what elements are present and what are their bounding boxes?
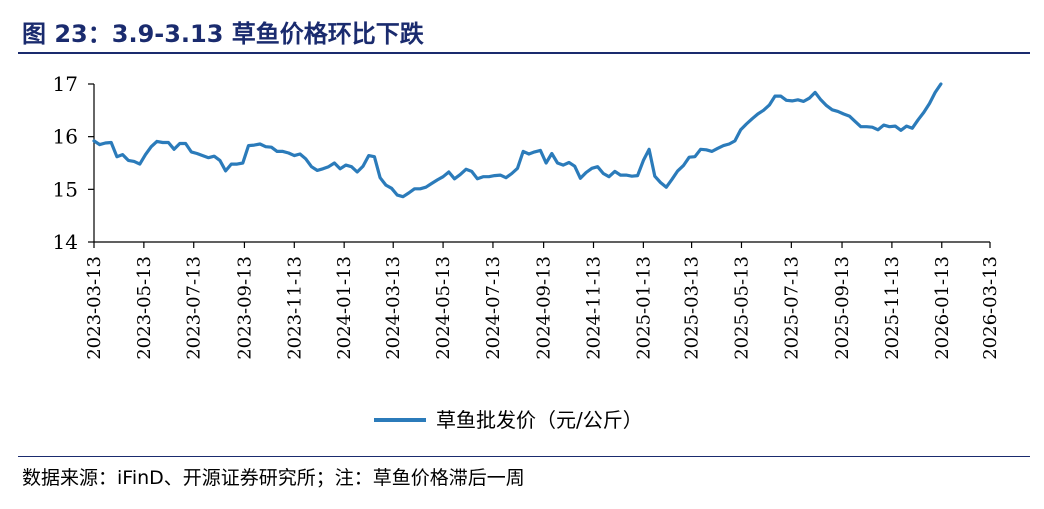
x-tick-label: 2026-03-13 — [980, 256, 1001, 360]
x-tick-label: 2023-07-13 — [184, 256, 205, 360]
source-note: 数据来源：iFinD、开源证券研究所；注：草鱼价格滞后一周 — [22, 467, 525, 489]
axes-group: 14 15 16 17 2023-03-13 2023-05-13 2023-07-13 20… — [53, 72, 1001, 360]
x-tick-label: 2026-01-13 — [932, 256, 953, 360]
x-tick-label: 2025-09-13 — [832, 256, 853, 360]
x-tick-label: 2024-09-13 — [534, 256, 555, 360]
x-tick-label: 2024-05-13 — [433, 256, 454, 360]
x-tick-label: 2023-11-13 — [284, 256, 305, 360]
series-line — [92, 82, 943, 199]
chart-title: 图 23：3.9-3.13 草鱼价格环比下跌 — [22, 20, 424, 48]
y-tick-label: 17 — [53, 72, 78, 96]
x-tick-label: 2025-11-13 — [882, 256, 903, 360]
legend: 草鱼批发价（元/公斤） — [374, 408, 643, 432]
legend-label: 草鱼批发价（元/公斤） — [436, 408, 643, 432]
title-divider — [18, 52, 1030, 54]
x-tick-label: 2024-01-13 — [334, 256, 355, 360]
x-tick-label: 2025-07-13 — [781, 256, 802, 360]
x-tick-label: 2023-09-13 — [234, 256, 255, 360]
x-tick-label: 2024-07-13 — [483, 256, 504, 360]
y-tick-label: 14 — [53, 230, 78, 254]
x-tick-label: 2023-03-13 — [84, 256, 105, 360]
line-chart: 14 15 16 17 2023-03-13 2023-05-13 2023-07-13 20… — [53, 72, 1001, 432]
plot-area — [92, 82, 943, 199]
x-tick-label: 2025-03-13 — [682, 256, 703, 360]
x-tick-label: 2024-03-13 — [383, 256, 404, 360]
y-tick-label: 15 — [53, 177, 78, 201]
x-tick-label: 2025-01-13 — [633, 256, 654, 360]
y-tick-label: 16 — [53, 125, 78, 149]
x-tick-label: 2025-05-13 — [731, 256, 752, 360]
x-tick-label: 2024-11-13 — [584, 256, 605, 360]
source-divider — [18, 456, 1030, 457]
x-tick-label: 2023-05-13 — [134, 256, 155, 360]
